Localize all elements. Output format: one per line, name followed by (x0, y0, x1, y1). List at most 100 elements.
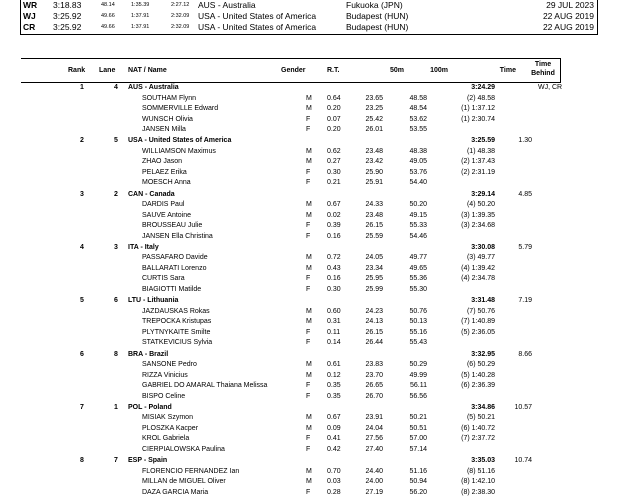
team-rank: 7 (80, 403, 84, 411)
swimmer-gender: F (306, 392, 311, 400)
swimmer-cumulative-split: (5) 1:40.28 (461, 371, 495, 379)
swimmer-50m: 24.33 (365, 201, 383, 209)
swimmer-gender: F (306, 126, 311, 133)
swimmer-reaction-time: 0.21 (327, 179, 341, 187)
record-holder: USA - United States of America (198, 11, 317, 21)
record-date: 22 AUG 2019 (542, 11, 594, 21)
col-100m: 100m (430, 67, 448, 74)
swimmer-gender: F (306, 488, 311, 496)
swimmer-100m: 50.94 (409, 478, 427, 486)
swimmer-gender: M (306, 254, 312, 262)
swimmer-cumulative-split: (1) 2:30.74 (461, 115, 495, 123)
swimmer-100m: 50.21 (409, 414, 427, 422)
swimmer-reaction-time: 0.42 (327, 445, 341, 453)
swimmer-gender: M (306, 467, 312, 475)
team-name: LTU - Lithuania (128, 297, 179, 305)
swimmer-100m: 55.33 (409, 222, 427, 230)
swimmer-row: JANSEN Ella Christina F 0.16 25.59 54.46 (0, 232, 624, 243)
swimmer-100m: 48.54 (409, 105, 427, 112)
swimmer-reaction-time: 0.14 (327, 339, 341, 347)
swimmer-50m: 26.44 (365, 339, 383, 347)
swimmer-100m: 57.00 (409, 435, 427, 443)
team-lane: 8 (114, 350, 118, 358)
team-record-note: WJ, CR (538, 84, 563, 91)
team-time: 3:30.08 (471, 243, 495, 251)
swimmer-cumulative-split: (4) 2:34.78 (461, 275, 495, 283)
team-rank: 2 (80, 137, 84, 145)
swimmer-row: MISIAK Szymon M 0.67 23.91 50.21 (5) 50.21 (0, 413, 624, 424)
swimmer-reaction-time: 0.28 (327, 488, 341, 496)
swimmer-100m: 53.55 (409, 126, 427, 133)
swimmer-reaction-time: 0.31 (327, 318, 341, 326)
swimmer-50m: 23.91 (365, 414, 383, 422)
swimmer-100m: 53.76 (409, 168, 427, 176)
swimmer-name: MISIAK Szymon (142, 414, 193, 422)
swimmer-50m: 25.91 (365, 179, 383, 187)
record-holder: AUS - Australia (198, 0, 256, 10)
swimmer-100m: 50.76 (409, 307, 427, 315)
swimmer-cumulative-split: (2) 2:31.19 (461, 168, 495, 176)
record-row: WR 3:18.83 48.14 1:35.39 2:27.12 AUS - Austra… (21, 0, 597, 11)
swimmer-row: JANSEN Milla F 0.20 26.01 53.55 (0, 125, 624, 136)
swimmer-reaction-time: 0.20 (327, 126, 341, 133)
swimmer-50m: 27.56 (365, 435, 383, 443)
swimmer-gender: F (306, 339, 311, 347)
team-name: ITA - Italy (128, 243, 159, 251)
swimmer-name: KROL Gabriela (142, 435, 190, 443)
record-time: 3:18.83 (53, 0, 82, 10)
swimmer-reaction-time: 0.12 (327, 371, 341, 379)
record-split-150: 2:32.09 (171, 13, 190, 19)
swimmer-50m: 26.70 (365, 392, 383, 400)
swimmer-cumulative-split: (3) 49.77 (466, 254, 495, 262)
swimmer-name: JAZDAUSKAS Rokas (142, 307, 210, 315)
team-row: 6 8 BRA - Brazil 3:32.95 8.66 (0, 350, 624, 361)
swimmer-50m: 25.42 (365, 115, 383, 123)
swimmer-cumulative-split: (5) 2:36.05 (461, 328, 495, 336)
swimmer-name: FLORENCIO FERNANDEZ Ian (142, 467, 240, 475)
team-rank: 1 (80, 84, 84, 91)
swimmer-name: SOMMERVILLE Edward (142, 105, 219, 112)
swimmer-reaction-time: 0.03 (327, 478, 341, 486)
record-split-100: 1:37.91 (131, 24, 150, 30)
swimmer-reaction-time: 0.64 (327, 94, 341, 102)
record-row: WJ 3:25.92 49.66 1:37.91 2:32.09 USA - United… (21, 11, 597, 22)
team-row: 2 5 USA - United States of America 3:25.59 1… (0, 136, 624, 147)
col-rank: Rank (68, 67, 86, 74)
team-name: POL - Poland (128, 403, 172, 411)
swimmer-name: BISPO Celine (142, 392, 186, 400)
swimmer-name: TREPOCKA Kristupas (142, 318, 212, 326)
swimmer-gender: M (306, 361, 312, 368)
record-date: 22 AUG 2019 (542, 22, 594, 32)
team-row: 7 1 POL - Poland 3:34.86 10.57 (0, 403, 624, 414)
swimmer-gender: F (306, 328, 311, 336)
swimmer-gender: M (306, 264, 312, 272)
swimmer-cumulative-split: (7) 1:40.89 (461, 318, 495, 326)
swimmer-cumulative-split: (1) 1:37.12 (461, 105, 495, 112)
swimmer-gender: F (306, 179, 311, 187)
swimmer-50m: 23.48 (365, 211, 383, 219)
swimmer-reaction-time: 0.11 (327, 328, 341, 336)
record-split-150: 2:27.12 (171, 2, 190, 8)
col-name: NAT / Name (128, 67, 167, 74)
swimmer-name: STATKEVICIUS Sylvia (142, 339, 213, 347)
swimmer-reaction-time: 0.67 (327, 201, 341, 209)
team-time-behind: 4.85 (518, 190, 532, 198)
swimmer-row: TREPOCKA Kristupas M 0.31 24.13 50.13 (7) 1:4… (0, 317, 624, 328)
team-lane: 5 (114, 137, 118, 145)
swimmer-row: CURTIS Sara F 0.16 25.95 55.36 (4) 2:34.78 (0, 274, 624, 285)
record-split-100: 1:37.91 (131, 13, 150, 19)
swimmer-50m: 23.83 (365, 361, 383, 368)
swimmer-name: SAUVE Antoine (142, 211, 192, 219)
team-time: 3:24.29 (471, 84, 495, 91)
swimmer-row: PLOSZKA Kacper M 0.09 24.04 50.51 (6) 1:40.72 (0, 424, 624, 435)
swimmer-100m: 54.40 (409, 179, 427, 187)
record-row: CR 3:25.92 49.66 1:37.91 2:32.09 USA - United… (21, 22, 597, 33)
swimmer-gender: F (306, 115, 311, 123)
swimmer-50m: 25.59 (365, 232, 383, 240)
team-lane: 4 (114, 84, 118, 91)
swimmer-name: PASSAFARO Davide (142, 254, 208, 262)
team-lane: 6 (114, 297, 118, 305)
swimmer-100m: 49.99 (409, 371, 427, 379)
swimmer-cumulative-split: (8) 51.16 (466, 467, 495, 475)
swimmer-name: MOESCH Anna (142, 179, 191, 187)
